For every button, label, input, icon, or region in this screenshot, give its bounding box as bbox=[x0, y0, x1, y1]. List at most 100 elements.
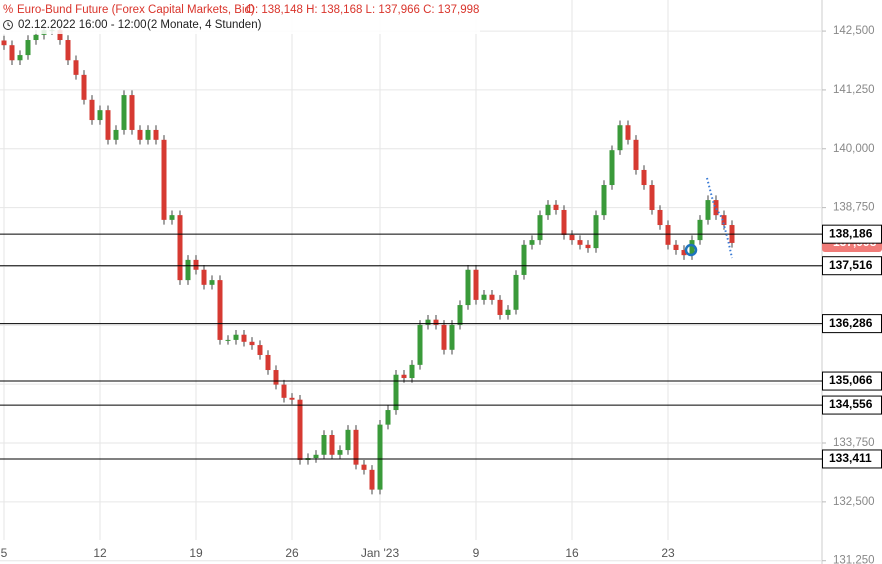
candle-body bbox=[369, 469, 375, 490]
candle-body bbox=[153, 129, 159, 140]
candle-body bbox=[313, 454, 319, 459]
candle-body bbox=[609, 150, 615, 186]
candle-body bbox=[409, 364, 415, 379]
header-icon: % bbox=[3, 4, 13, 16]
candle-body bbox=[393, 374, 399, 411]
candle-body bbox=[9, 45, 15, 61]
candle-body bbox=[97, 110, 103, 121]
candle-body bbox=[497, 299, 503, 315]
candle-body bbox=[569, 234, 575, 241]
y-tick-label: 141,250 bbox=[833, 84, 875, 96]
candle-body bbox=[537, 215, 543, 241]
candle-body bbox=[577, 240, 583, 245]
levels: 137,998138,186137,516136,286135,066134,5… bbox=[0, 224, 882, 469]
candle-body bbox=[601, 185, 607, 216]
candle-body bbox=[425, 319, 431, 325]
candle-body bbox=[641, 169, 647, 186]
marker bbox=[684, 243, 698, 257]
candle-body bbox=[169, 215, 175, 220]
level-label: 135,066 bbox=[829, 373, 873, 387]
candle-body bbox=[193, 259, 199, 270]
candle-body bbox=[57, 30, 63, 41]
candle-body bbox=[281, 384, 287, 398]
candle-body bbox=[217, 280, 223, 340]
candle-body bbox=[441, 324, 447, 350]
candle-body bbox=[121, 95, 127, 130]
candle-body bbox=[721, 215, 727, 226]
level-label: 134,556 bbox=[829, 397, 873, 411]
candle-body bbox=[129, 95, 135, 130]
candle-body bbox=[1, 40, 7, 46]
candle-body bbox=[521, 244, 527, 275]
chart-title: Euro-Bund Future (Forex Capital Markets,… bbox=[17, 4, 255, 16]
candle-body bbox=[529, 240, 535, 245]
period: (2 Monate, 4 Stunden) bbox=[147, 19, 262, 31]
date-range: 02.12.2022 16:00 - 12:00 bbox=[18, 19, 147, 31]
candle-body bbox=[265, 354, 271, 371]
candle-body bbox=[81, 74, 87, 100]
candle-body bbox=[657, 209, 663, 226]
candle-body bbox=[665, 225, 671, 245]
candle-body bbox=[225, 339, 231, 341]
candle-body bbox=[289, 397, 295, 400]
candle-body bbox=[465, 269, 471, 306]
y-tick-label: 142,500 bbox=[833, 25, 875, 37]
candle-body bbox=[89, 99, 95, 121]
candle-body bbox=[345, 429, 351, 451]
y-tick-label: 132,500 bbox=[833, 496, 875, 508]
candle-body bbox=[481, 294, 487, 300]
header-bg bbox=[0, 0, 480, 34]
candle-body bbox=[273, 370, 279, 385]
candle-body bbox=[417, 324, 423, 365]
x-tick-label: 19 bbox=[189, 546, 203, 560]
candle-body bbox=[473, 269, 479, 300]
candle-body bbox=[457, 305, 463, 325]
candle-body bbox=[697, 219, 703, 241]
candle-body bbox=[25, 40, 31, 56]
candle-body bbox=[689, 240, 695, 256]
level-label: 138,186 bbox=[829, 226, 873, 240]
ohlc: O: 138,148 H: 138,168 L: 137,966 C: 137,… bbox=[246, 4, 479, 16]
candle-body bbox=[585, 244, 591, 249]
candle-body bbox=[33, 34, 39, 41]
candle-body bbox=[513, 274, 519, 310]
candle-body bbox=[249, 341, 255, 346]
candle-body bbox=[65, 40, 71, 61]
candle-body bbox=[145, 129, 151, 140]
candle-body bbox=[673, 244, 679, 250]
x-tick-label: 9 bbox=[473, 546, 480, 560]
candle-body bbox=[681, 249, 687, 256]
x-tick-label: 26 bbox=[285, 546, 299, 560]
candle-body bbox=[321, 435, 327, 455]
candle-body bbox=[233, 334, 239, 340]
candle-body bbox=[137, 129, 143, 140]
candle-body bbox=[593, 215, 599, 249]
candle-body bbox=[505, 309, 511, 315]
candle-body bbox=[17, 55, 23, 61]
candle-body bbox=[329, 435, 335, 455]
candle-body bbox=[561, 209, 567, 235]
level-label: 137,516 bbox=[829, 258, 873, 272]
y-tick-label: 131,250 bbox=[833, 555, 875, 564]
candle-body bbox=[201, 269, 207, 285]
candle-body bbox=[361, 464, 367, 470]
candle-body bbox=[377, 424, 383, 490]
candle-body bbox=[713, 200, 719, 216]
candle-body bbox=[449, 324, 455, 350]
x-tick-label: 23 bbox=[661, 546, 675, 560]
candle-body bbox=[433, 319, 439, 325]
projection bbox=[706, 177, 733, 259]
candle-body bbox=[209, 280, 215, 285]
candle-body bbox=[353, 429, 359, 465]
candles bbox=[1, 25, 735, 495]
clock-icon bbox=[3, 20, 13, 30]
y-tick-label: 140,000 bbox=[833, 143, 875, 155]
candle-body bbox=[633, 139, 639, 170]
x-tick-label: 12 bbox=[93, 546, 107, 560]
candle-body bbox=[625, 125, 631, 140]
y-tick-label: 138,750 bbox=[833, 202, 875, 214]
candle-body bbox=[113, 129, 119, 140]
candle-body bbox=[649, 185, 655, 210]
